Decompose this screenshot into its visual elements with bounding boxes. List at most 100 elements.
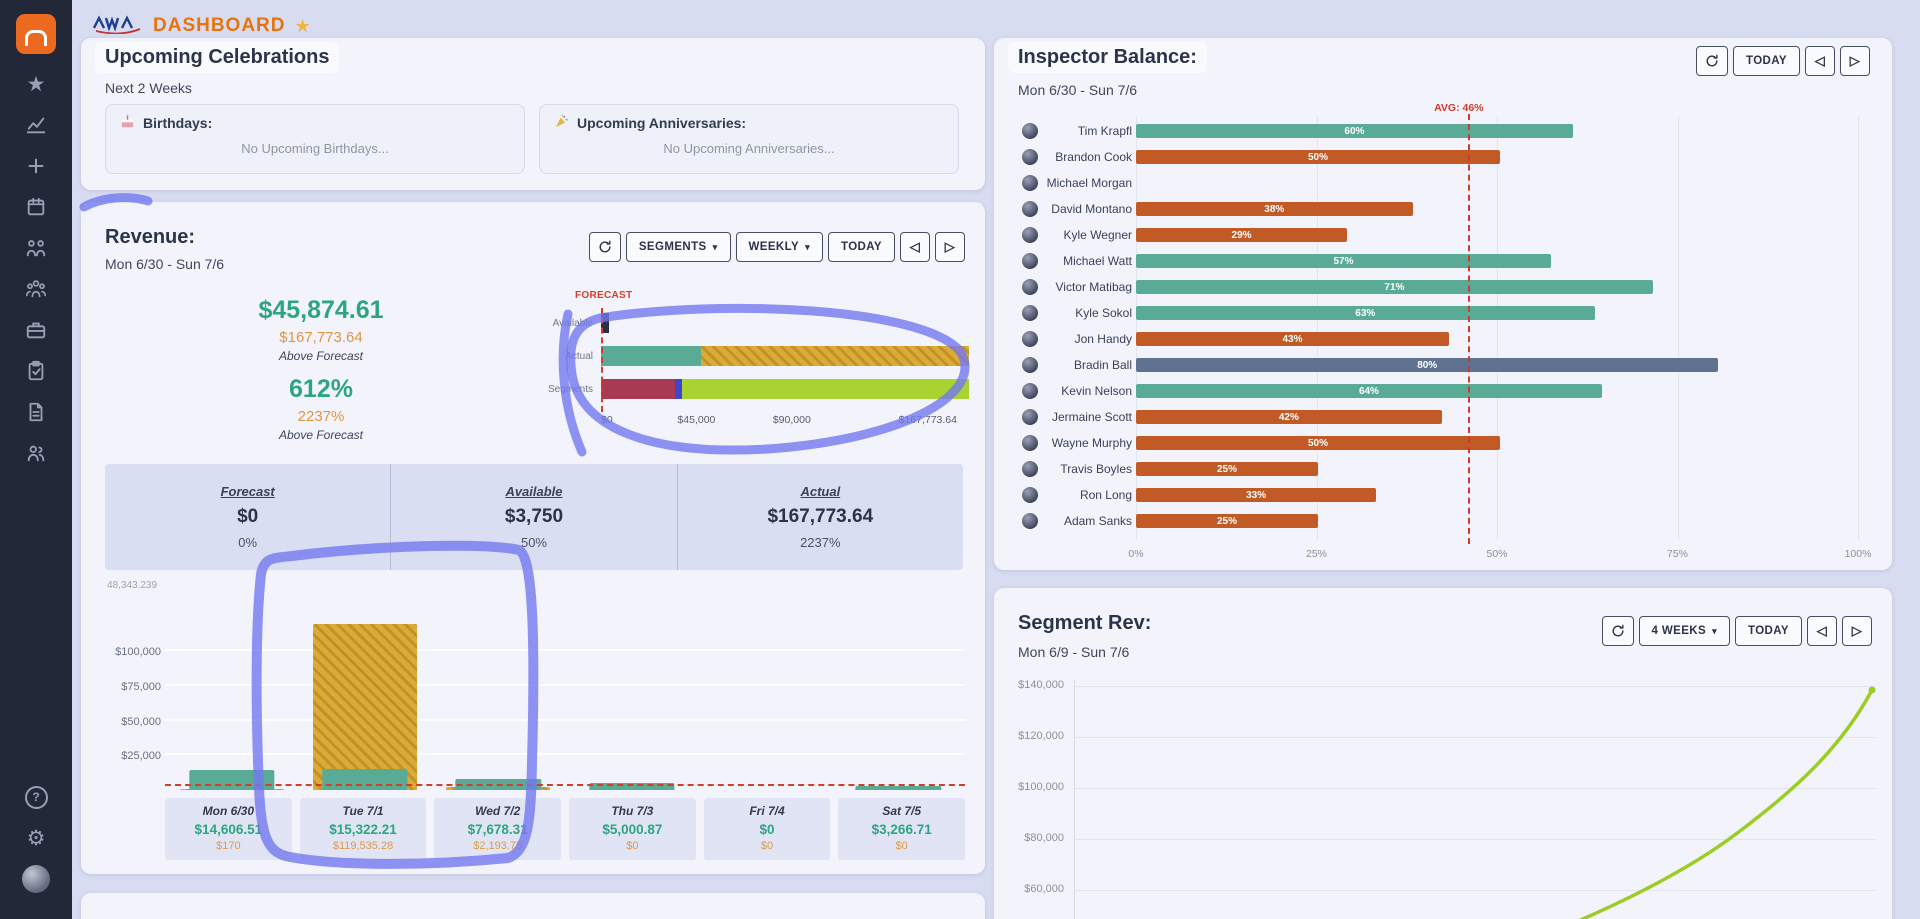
inspector-avatar	[1022, 175, 1038, 191]
briefcase-icon[interactable]	[22, 316, 50, 344]
app-logo[interactable]	[16, 14, 56, 54]
segments-dropdown[interactable]: SEGMENTS ▾	[625, 232, 731, 262]
inspector-name: Michael Morgan	[1046, 176, 1132, 190]
bar-segment	[601, 379, 675, 399]
gridline	[1074, 839, 1876, 840]
today-button[interactable]: TODAY	[1733, 46, 1800, 76]
page-header: DASHBOARD ★	[92, 12, 311, 40]
bar-track: 38%	[1136, 202, 1864, 216]
avg-line	[1468, 114, 1471, 544]
inspector-date-range: Mon 6/30 - Sun 7/6	[1018, 82, 1138, 98]
prev-button[interactable]: ◁	[1807, 616, 1837, 646]
user-avatar[interactable]	[22, 865, 50, 893]
bar-track: 25%	[1136, 514, 1864, 528]
celebrations-card: Upcoming Celebrations Next 2 Weeks Birth…	[81, 38, 985, 190]
inspector-row: Jermaine Scott 42%	[1022, 404, 1864, 430]
next-button[interactable]: ▷	[1840, 46, 1870, 76]
period-dropdown[interactable]: 4 WEEKS ▾	[1638, 616, 1730, 646]
prev-button[interactable]: ◁	[1805, 46, 1835, 76]
today-button[interactable]: TODAY	[828, 232, 895, 262]
help-icon[interactable]: ?	[22, 783, 50, 811]
inspector-balance-chart: AVG: 46% Tim Krapfl 60% Brandon Cook 50%…	[1022, 102, 1871, 564]
y-axis-label: $120,000	[1018, 730, 1064, 742]
chart-max-label: 48,343.239	[107, 580, 158, 591]
balance-bar: 71%	[1136, 280, 1653, 294]
day-label: Mon 6/30	[202, 804, 255, 818]
inspector-row: Jon Handy 43%	[1022, 326, 1864, 352]
summary-value: $167,773.64	[767, 506, 874, 527]
bar-track: 29%	[1136, 228, 1864, 242]
balance-bar: 43%	[1136, 332, 1450, 346]
balance-bar: 25%	[1136, 462, 1318, 476]
refresh-button[interactable]	[1696, 46, 1728, 76]
party-popper-icon	[554, 114, 569, 132]
star-icon[interactable]: ★	[26, 72, 46, 96]
refresh-button[interactable]	[588, 232, 621, 262]
balance-percent: 38%	[1264, 203, 1285, 215]
balance-percent: 25%	[1216, 463, 1237, 475]
balance-percent: 50%	[1307, 151, 1328, 163]
refresh-button[interactable]	[1601, 616, 1634, 646]
summary-label: Forecast	[220, 484, 275, 499]
inspector-balance-card: Inspector Balance: Mon 6/30 - Sun 7/6 TO…	[994, 38, 1892, 570]
balance-percent: 60%	[1344, 125, 1365, 137]
prev-button[interactable]: ◁	[900, 232, 930, 262]
day-label: Tue 7/1	[342, 804, 384, 818]
gridline	[165, 718, 965, 721]
today-button[interactable]: TODAY	[1735, 616, 1802, 646]
day-column	[298, 580, 431, 790]
inspector-row: Kyle Wegner 29%	[1022, 222, 1864, 248]
star-icon: ★	[294, 16, 311, 36]
next-button[interactable]: ▷	[1842, 616, 1872, 646]
next-button[interactable]: ▷	[935, 232, 965, 262]
inspector-row: Victor Matibag 71%	[1022, 274, 1864, 300]
balance-percent: 29%	[1231, 229, 1252, 241]
forecast-mini-chart: FORECAST Available Actual Segments $0 $45,0…	[545, 290, 969, 440]
inspector-name: David Montano	[1051, 202, 1132, 216]
inspector-avatar	[1022, 357, 1038, 373]
actual-bar	[588, 783, 675, 790]
balance-bar: 64%	[1136, 384, 1602, 398]
gridline	[1858, 116, 1859, 540]
x-axis-label: 25%	[1305, 548, 1328, 560]
inspector-row: Bradin Ball 80%	[1022, 352, 1864, 378]
people-arrows-icon[interactable]	[22, 234, 50, 262]
document-icon[interactable]	[22, 398, 50, 426]
user-group-icon[interactable]	[22, 275, 50, 303]
inspector-name: Brandon Cook	[1055, 150, 1132, 164]
inspector-row: Kyle Sokol 63%	[1022, 300, 1864, 326]
bar-track: 60%	[1136, 124, 1864, 138]
revenue-date-range: Mon 6/30 - Sun 7/6	[105, 256, 225, 272]
x-axis-label: 0%	[1128, 548, 1144, 560]
y-axis-label: $100,000	[1018, 781, 1064, 793]
revenue-card: Revenue: Mon 6/30 - Sun 7/6 SEGMENTS ▾ WE…	[81, 202, 985, 874]
x-axis: 0% 25% 50% 75% 100%	[1128, 548, 1871, 562]
segment-rev-line	[1578, 686, 1876, 919]
users-icon[interactable]	[22, 439, 50, 467]
settings-gear-icon[interactable]: ⚙	[26, 826, 46, 850]
revenue-bar-chart	[165, 580, 965, 790]
balance-percent: 50%	[1307, 437, 1328, 449]
plus-icon[interactable]	[22, 152, 50, 180]
calendar-icon[interactable]	[22, 193, 50, 221]
y-axis-label: $75,000	[121, 680, 161, 693]
inspector-row: Wayne Murphy 50%	[1022, 430, 1864, 456]
day-forecast-value: $0	[760, 840, 774, 852]
gridline	[1677, 116, 1679, 540]
page-title: DASHBOARD	[153, 15, 286, 36]
segment-rev-date-range: Mon 6/9 - Sun 7/6	[1018, 644, 1130, 660]
forecast-total-amount: $167,773.64	[279, 329, 363, 346]
revenue-controls: SEGMENTS ▾ WEEKLY ▾ TODAY ◁ ▷	[588, 232, 965, 262]
period-dropdown[interactable]: WEEKLY ▾	[735, 232, 823, 262]
gridline	[1136, 116, 1137, 540]
sidebar-nav: ★	[22, 70, 50, 467]
bar-track: 71%	[1136, 280, 1864, 294]
line-chart-icon[interactable]	[22, 111, 50, 139]
celebration-panel: Upcoming Anniversaries: No Upcoming Anni…	[539, 104, 959, 174]
clipboard-check-icon[interactable]	[22, 357, 50, 385]
inspector-avatar	[1022, 201, 1038, 217]
inspector-avatar	[1022, 487, 1038, 503]
panel-label: Birthdays:	[143, 115, 213, 131]
gridline	[1074, 737, 1876, 738]
